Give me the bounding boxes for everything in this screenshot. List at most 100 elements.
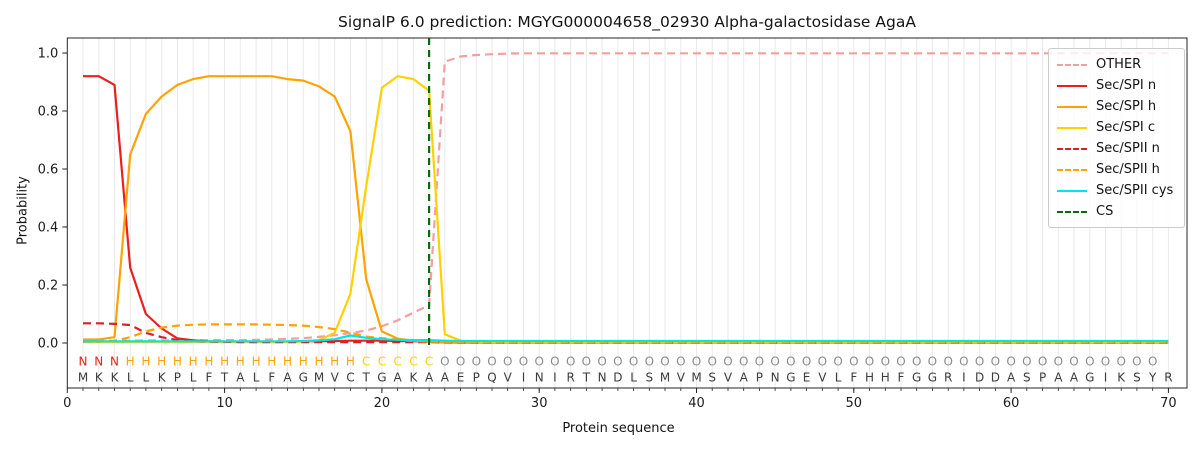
svg-text:O: O [1038,355,1047,369]
svg-text:H: H [189,355,198,369]
x-tick-label-30: 30 [531,396,548,411]
svg-text:H: H [236,355,245,369]
svg-text:V: V [818,371,827,385]
y-axis-ticks: 0.0 0.2 0.4 0.6 0.8 1.0 [38,47,68,352]
svg-text:O: O [833,355,842,369]
svg-text:O: O [975,355,984,369]
svg-text:O: O [755,355,764,369]
svg-text:D: D [613,371,622,385]
svg-text:C: C [362,355,370,369]
svg-text:O: O [912,355,921,369]
svg-text:H: H [314,355,323,369]
legend-swatch-other [1057,63,1087,66]
svg-text:D: D [975,371,984,385]
x-tick-label-20: 20 [374,396,391,411]
svg-text:O: O [613,355,622,369]
svg-text:O: O [660,355,669,369]
svg-text:H: H [141,355,150,369]
svg-text:H: H [283,355,292,369]
y-tick-label-0.6: 0.6 [38,163,59,178]
svg-text:H: H [220,355,229,369]
x-axis-ticks: 0 10 20 30 40 50 60 70 [63,388,1177,411]
svg-text:H: H [330,355,339,369]
x-tick-label-60: 60 [1003,396,1020,411]
svg-text:K: K [158,371,167,385]
y-tick-label-1.0: 1.0 [38,47,59,62]
x-tick-label-40: 40 [688,396,705,411]
svg-text:V: V [504,371,513,385]
y-tick-label-0.4: 0.4 [38,221,59,236]
svg-text:A: A [425,371,434,385]
legend-label-sec-spi-h: Sec/SPI h [1096,99,1157,114]
svg-text:F: F [268,371,275,385]
svg-text:N: N [79,355,88,369]
svg-text:T: T [362,371,371,385]
svg-text:O: O [1085,355,1094,369]
svg-text:G: G [377,371,386,385]
legend-swatch-sec-spi-n [1057,84,1087,87]
legend-item-sec-spi-c: Sec/SPI c [1057,117,1176,138]
svg-text:A: A [1070,371,1079,385]
svg-text:O: O [1116,355,1125,369]
svg-text:A: A [236,371,245,385]
svg-text:K: K [95,371,104,385]
svg-text:H: H [157,355,166,369]
svg-text:O: O [818,355,827,369]
svg-text:I: I [1104,371,1108,385]
svg-text:O: O [865,355,874,369]
legend-label-sec-spi-c: Sec/SPI c [1096,120,1155,135]
legend-swatch-sec-spi-c [1057,126,1087,129]
svg-text:Y: Y [1148,371,1157,385]
svg-text:O: O [723,355,732,369]
svg-text:C: C [346,371,354,385]
svg-text:H: H [173,355,182,369]
svg-text:O: O [786,355,795,369]
series-line-sec-spi-n [83,75,1169,344]
svg-text:O: O [802,355,811,369]
svg-text:C: C [393,355,401,369]
svg-text:O: O [1148,355,1157,369]
svg-text:O: O [582,355,591,369]
svg-text:K: K [1117,371,1126,385]
legend-label-sec-spii-n: Sec/SPII n [1096,141,1160,156]
svg-text:Q: Q [487,371,496,385]
svg-text:H: H [126,355,135,369]
svg-text:O: O [629,355,638,369]
legend-item-sec-spi-n: Sec/SPI n [1057,75,1176,96]
legend-swatch-cs [1057,210,1087,213]
chart-title: SignalP 6.0 prediction: MGYG000004658_02… [338,13,916,31]
svg-text:E: E [457,371,465,385]
svg-text:O: O [739,355,748,369]
svg-text:O: O [550,355,559,369]
series-line-other [83,52,1169,342]
svg-text:O: O [707,355,716,369]
legend-item-sec-spi-h: Sec/SPI h [1057,96,1176,117]
svg-text:O: O [849,355,858,369]
y-tick-label-0.8: 0.8 [38,105,59,120]
svg-text:V: V [331,371,340,385]
legend-swatch-sec-spi-h [1057,105,1087,108]
svg-text:S: S [1023,371,1031,385]
svg-text:O: O [770,355,779,369]
gridlines [82,38,1169,388]
svg-text:I: I [553,371,557,385]
svg-text:H: H [267,355,276,369]
svg-text:O: O [456,355,465,369]
svg-text:O: O [692,355,701,369]
svg-text:T: T [220,371,229,385]
svg-text:R: R [944,371,952,385]
svg-text:O: O [1101,355,1110,369]
svg-text:N: N [94,355,103,369]
svg-text:V: V [724,371,733,385]
svg-text:L: L [835,371,842,385]
legend-item-sec-spii-n: Sec/SPII n [1057,138,1176,159]
legend-label-other: OTHER [1096,57,1142,72]
svg-text:L: L [127,371,134,385]
svg-text:A: A [1054,371,1063,385]
svg-text:N: N [110,355,119,369]
svg-text:G: G [928,371,937,385]
svg-text:O: O [676,355,685,369]
